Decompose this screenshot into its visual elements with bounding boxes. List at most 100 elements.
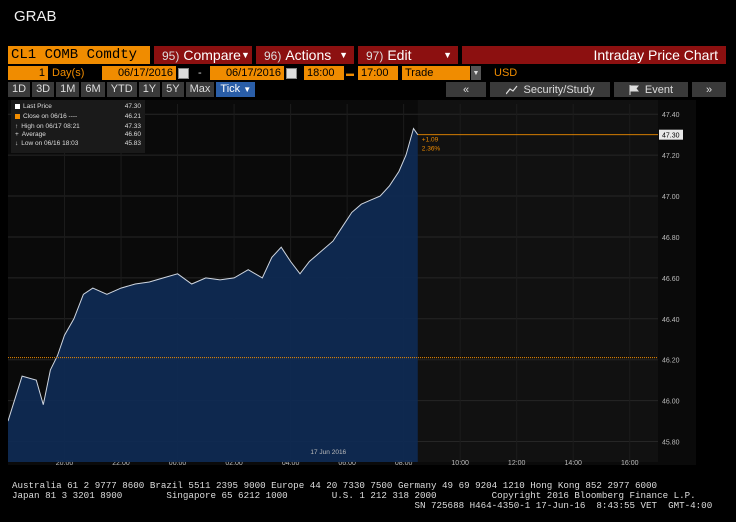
low-value: 45.83 (124, 140, 141, 147)
footer-line-3: SN 725688 H464-4350-1 17-Jun-16 8:43:55 … (12, 500, 713, 511)
x-tick-label: 06:00 (338, 460, 356, 465)
last-price-swatch (15, 103, 20, 109)
security-study-label: Security/Study (523, 83, 595, 96)
end-date-input[interactable]: 06/17/2016 (210, 66, 284, 80)
legend-close: Close on 06/16 ---- 46.21 (15, 113, 141, 120)
chevron-down-icon: ▼ (243, 85, 252, 94)
compare-button[interactable]: 95) Compare ▼ (154, 46, 252, 64)
period-selector: 1D 3D 1M 6M YTD 1Y 5Y Max Tick ▼ (8, 82, 256, 97)
time-separator-icon: ▬ (346, 68, 354, 78)
days-label: Day(s) (52, 67, 85, 79)
period-ytd[interactable]: YTD (106, 82, 137, 97)
low-label: Low on 06/16 18:03 (21, 140, 79, 147)
period-6m[interactable]: 6M (81, 82, 105, 97)
event-button[interactable]: Event (614, 82, 688, 97)
period-1m[interactable]: 1M (56, 82, 80, 97)
period-max[interactable]: Max (185, 82, 215, 97)
close-label: Close on 06/16 ---- (23, 113, 78, 120)
footer: Australia 61 2 9777 8600 Brazil 5511 239… (12, 481, 712, 511)
y-tick-label: 47.00 (662, 194, 680, 201)
footer-line-1: Australia 61 2 9777 8600 Brazil 5511 239… (12, 480, 658, 491)
last-price-tag-label: 47.30 (662, 133, 680, 140)
chart-title: Intraday Price Chart (462, 46, 726, 64)
price-line (8, 127, 419, 422)
double-left-chevron-icon: « (462, 83, 470, 96)
start-date-calendar-icon[interactable] (178, 66, 189, 80)
y-tick-label: 46.00 (662, 399, 680, 406)
x-tick-label: 20:00 (56, 460, 74, 465)
tick-label: Tick (220, 83, 241, 95)
y-tick-label: 47.40 (662, 112, 680, 119)
actions-label: Actions (285, 47, 332, 63)
legend: Last Price 47.30 Close on 06/16 ---- 46.… (11, 100, 145, 153)
event-type-dropdown-icon[interactable]: ▼ (471, 66, 481, 80)
x-tick-label: 04:00 (282, 460, 300, 465)
x-tick-label: 08:00 (395, 460, 413, 465)
tick-dropdown[interactable]: Tick ▼ (216, 82, 256, 97)
end-date-calendar-icon[interactable] (286, 66, 297, 80)
chevron-down-icon: ▼ (240, 50, 250, 60)
x-tick-label: 16:00 (621, 460, 639, 465)
chevron-down-icon: ▼ (443, 50, 452, 60)
legend-low: ↓ Low on 06/16 18:03 45.83 (15, 140, 141, 147)
period-3d[interactable]: 3D (32, 82, 55, 97)
x-tick-label: 10:00 (451, 460, 469, 465)
change-pct-annotation: 2.36% (422, 146, 441, 153)
y-tick-label: 46.20 (662, 358, 680, 365)
line-chart-icon (505, 85, 517, 94)
y-tick-label: 46.60 (662, 276, 680, 283)
last-price-label: Last Price (23, 103, 52, 110)
x-tick-label: 22:00 (112, 460, 130, 465)
high-marker-icon: ↑ (15, 123, 19, 130)
average-value: 46.60 (124, 131, 141, 138)
last-price-value: 47.30 (124, 103, 141, 110)
chevron-down-icon: ▼ (339, 50, 348, 60)
legend-last-price: Last Price 47.30 (15, 103, 141, 110)
days-input[interactable]: 1 (8, 66, 48, 80)
x-tick-label: 14:00 (564, 460, 582, 465)
double-right-chevron-icon: » (705, 83, 713, 96)
period-1d[interactable]: 1D (8, 82, 31, 97)
period-1y[interactable]: 1Y (138, 82, 161, 97)
y-tick-label: 47.20 (662, 153, 680, 160)
average-marker-icon: + (15, 131, 19, 138)
future-time-band (417, 100, 658, 462)
footer-line-2: Japan 81 3 3201 8900 Singapore 65 6212 1… (12, 490, 696, 501)
legend-average: + Average 46.60 (15, 131, 141, 138)
ticker-field[interactable]: CL1 COMB Comdty (8, 46, 150, 64)
high-label: High on 06/17 08:21 (21, 123, 80, 130)
back-button[interactable]: « (446, 82, 486, 97)
last-price-tag (659, 129, 683, 140)
end-time-input[interactable]: 17:00 (358, 66, 398, 80)
close-value: 46.21 (124, 113, 141, 120)
y-tick-label: 45.80 (662, 440, 680, 447)
start-date-input[interactable]: 06/17/2016 (102, 66, 176, 80)
price-chart[interactable]: 45.80 46.00 46.20 46.40 46.60 46.80 47.00 47.20… (8, 100, 696, 465)
legend-high: ↑ High on 06/17 08:21 47.33 (15, 123, 141, 130)
date-separator: - (198, 67, 202, 79)
date-label: 17 Jun 2016 (310, 449, 346, 456)
compare-label: Compare (183, 47, 241, 63)
event-label: Event (644, 83, 674, 96)
x-tick-label: 00:00 (169, 460, 187, 465)
flag-icon (629, 84, 639, 95)
change-annotation: +1.09 (422, 137, 439, 144)
high-value: 47.33 (124, 123, 141, 130)
period-5y[interactable]: 5Y (162, 82, 184, 97)
event-type-select[interactable]: Trade (402, 66, 470, 80)
more-button[interactable]: » (692, 82, 726, 97)
window-title: GRAB (14, 8, 57, 25)
actions-num: 96) (264, 49, 282, 63)
average-label: Average (21, 131, 46, 138)
x-tick-label: 12:00 (508, 460, 526, 465)
y-tick-label: 46.80 (662, 235, 680, 242)
low-marker-icon: ↓ (15, 140, 19, 147)
start-time-input[interactable]: 18:00 (304, 66, 344, 80)
price-area (8, 128, 418, 462)
security-study-button[interactable]: Security/Study (490, 82, 610, 97)
edit-label: Edit (387, 47, 412, 63)
actions-button[interactable]: 96) Actions ▼ (256, 46, 354, 64)
x-tick-label: 02:00 (225, 460, 243, 465)
y-tick-label: 46.40 (662, 317, 680, 324)
edit-button[interactable]: 97) Edit ▼ (358, 46, 458, 64)
